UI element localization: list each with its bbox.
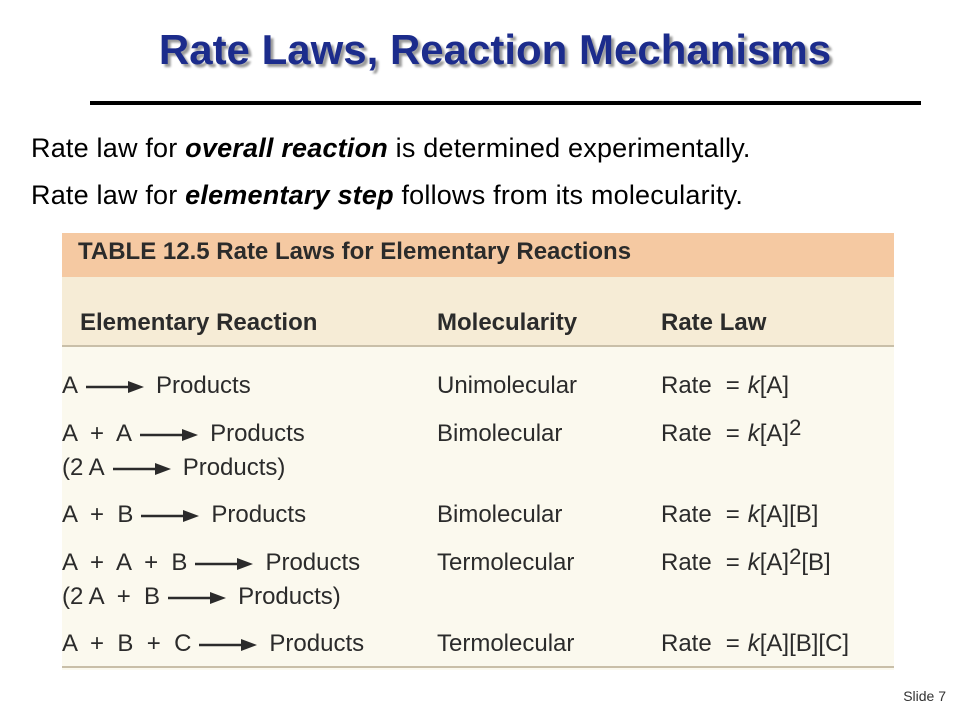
intro-text: Rate law for: [31, 180, 186, 210]
products: Products: [210, 420, 305, 447]
molecularity-cell: Termolecular: [437, 630, 575, 657]
table-caption-bar: TABLE 12.5 Rate Laws for Elementary Reac…: [62, 233, 894, 277]
equals-sign: =: [725, 630, 740, 657]
reaction-arrow-icon: [199, 638, 258, 651]
intro-text: Rate law for: [31, 133, 186, 163]
equals-sign: =: [725, 549, 740, 576]
table-row: A + B Products Bimolecular Rate = k[A][B]: [62, 497, 894, 533]
molecularity-cell: Bimolecular: [437, 501, 563, 528]
equals-sign: =: [725, 372, 740, 399]
table-row: (2 A Products): [62, 450, 894, 486]
rate-constant: k: [747, 501, 760, 528]
equals-sign: =: [725, 501, 740, 528]
reaction-cell: (2 A Products): [62, 450, 285, 486]
rate-constant: k: [747, 549, 760, 576]
table-bottom-rule: [62, 666, 894, 668]
rate-law-cell: Rate = k[A][B][C]: [661, 626, 849, 662]
intro-line-overall: Rate law for overall reaction is determi…: [31, 133, 751, 164]
reaction-cell: A + B Products: [62, 497, 306, 533]
title-underline: [90, 101, 921, 105]
concentration: [A][B]: [759, 501, 819, 528]
slide-title: Rate Laws, Reaction Mechanisms: [158, 26, 832, 73]
intro-emphasis: elementary step: [185, 180, 394, 210]
table-caption: TABLE 12.5 Rate Laws for Elementary Reac…: [78, 238, 632, 265]
equals-sign: =: [725, 420, 740, 447]
reaction-arrow-icon: [86, 380, 145, 393]
header-elementary-reaction: Elementary Reaction: [80, 309, 318, 336]
rate-word: Rate: [661, 630, 712, 657]
rate-constant: k: [747, 630, 760, 657]
reaction-cell: A Products: [62, 368, 251, 404]
concentration: [A][B][C]: [759, 630, 850, 657]
intro-text: is determined experimentally.: [387, 133, 751, 163]
reaction-arrow-icon: [112, 462, 171, 475]
concentration: [A]: [759, 420, 790, 447]
products: Products: [156, 372, 251, 399]
molecularity-cell: Termolecular: [437, 549, 575, 576]
intro-emphasis: overall reaction: [185, 133, 388, 163]
reaction-order: 2: [789, 544, 802, 569]
table-row: (2 A + B Products): [62, 579, 894, 615]
concentration-tail: [B]: [801, 549, 831, 576]
reactants: A + B + C: [62, 630, 192, 657]
rate-constant: k: [747, 372, 760, 399]
products: Products: [269, 630, 365, 657]
rate-law-cell: Rate = k[A]: [661, 368, 789, 404]
rate-law-cell: Rate = k[A]2: [661, 415, 802, 452]
rate-law-cell: Rate = k[A]2[B]: [661, 544, 831, 581]
reaction-cell: A + A Products: [62, 416, 305, 452]
reaction-arrow-icon: [195, 557, 254, 570]
molecularity-cell: Unimolecular: [437, 372, 578, 399]
products: Products): [182, 454, 286, 481]
reaction-cell: (2 A + B Products): [62, 579, 341, 615]
molecularity-cell: Bimolecular: [437, 420, 563, 447]
table-row: A Products Unimolecular Rate = k[A]: [62, 368, 894, 404]
table-row: A + A Products Bimolecular Rate = k[A]2: [62, 415, 894, 452]
reaction-cell: A + B + C Products: [62, 626, 364, 662]
rate-law-cell: Rate = k[A][B]: [661, 497, 818, 533]
products: Products: [211, 501, 307, 528]
intro-line-elementary: Rate law for elementary step follows fro…: [31, 180, 743, 211]
rate-word: Rate: [661, 372, 712, 399]
reactants: A: [62, 372, 79, 399]
reactants: A + B: [62, 501, 134, 528]
rate-word: Rate: [661, 501, 712, 528]
header-rate-law: Rate Law: [661, 309, 767, 336]
reactants: A + A: [62, 420, 133, 447]
reactants: A + A + B: [62, 549, 188, 576]
reaction-arrow-icon: [168, 591, 227, 604]
table-header: Elementary Reaction Molecularity Rate La…: [62, 277, 894, 347]
products: Products): [238, 583, 341, 610]
concentration: [A]: [759, 549, 790, 576]
rate-law-table: TABLE 12.5 Rate Laws for Elementary Reac…: [62, 233, 894, 670]
slide-number: Slide 7: [903, 688, 946, 704]
rate-word: Rate: [661, 549, 712, 576]
reaction-arrow-icon: [140, 428, 199, 441]
products: Products: [265, 549, 361, 576]
concentration: [A]: [759, 372, 790, 399]
reactants: (2 A: [62, 454, 105, 481]
reaction-arrow-icon: [141, 509, 200, 522]
rate-constant: k: [747, 420, 760, 447]
table-row: A + B + C Products Termolecular Rate = k[A][B…: [62, 626, 894, 662]
reaction-order: 2: [789, 415, 802, 440]
table-row: A + A + B Products Termolecular Rate = k[A]2[…: [62, 544, 894, 581]
intro-text: follows from its molecularity.: [393, 180, 744, 210]
rate-word: Rate: [661, 420, 712, 447]
reactants: (2 A + B: [62, 583, 161, 610]
reaction-cell: A + A + B Products: [62, 545, 360, 581]
header-molecularity: Molecularity: [437, 309, 578, 336]
